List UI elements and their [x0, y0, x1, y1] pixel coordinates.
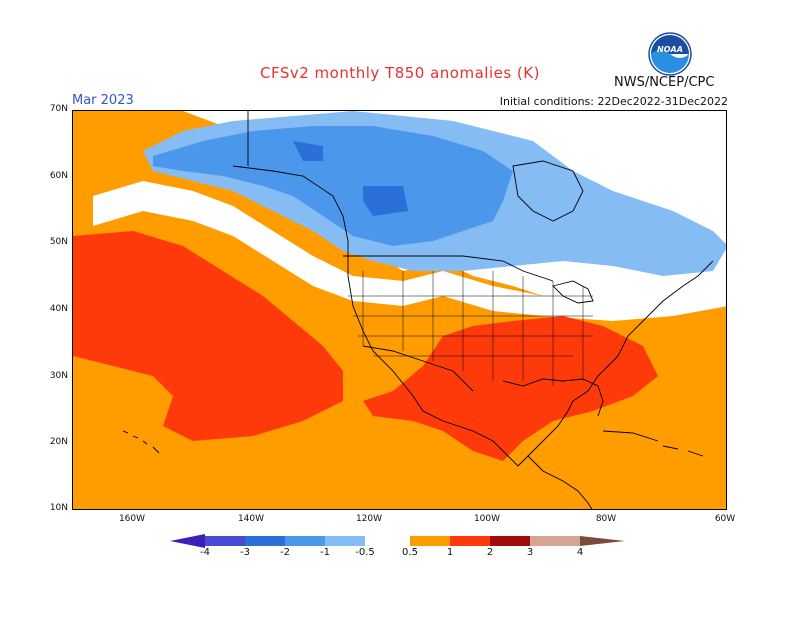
state-lines — [348, 271, 593, 386]
colorbar-label-p05: 0.5 — [402, 547, 418, 558]
lat-label-20: 20N — [49, 437, 68, 447]
lat-label-10: 10N — [49, 503, 68, 513]
chart-title: CFSv2 monthly T850 anomalies (K) — [260, 64, 540, 82]
colorbar-label-p3: 3 — [526, 547, 534, 558]
lon-label-140w: 140W — [237, 514, 265, 524]
lon-label-80w: 80W — [595, 514, 617, 524]
us-mexico-border — [362, 345, 474, 392]
forecast-month: Mar 2023 — [72, 93, 134, 108]
lat-label-50: 50N — [49, 237, 68, 247]
colorbar-seg-0 — [170, 534, 205, 548]
colorbar-seg-8 — [490, 536, 530, 546]
colorbar-label-m05: -0.5 — [355, 547, 375, 558]
lon-label-120w: 120W — [355, 514, 383, 524]
coastlines — [122, 111, 714, 509]
lat-label-70: 70N — [49, 104, 68, 114]
agency-label: NWS/NCEP/CPC — [614, 75, 715, 90]
logo-text: NOAA — [657, 45, 683, 54]
anomaly-cool-2 — [293, 141, 408, 216]
colorbar-seg-3 — [285, 536, 325, 546]
central-america — [527, 455, 593, 509]
colorbar-label-m3: -3 — [240, 547, 250, 558]
colorbar-seg-7 — [450, 536, 490, 546]
anomaly-neutral — [93, 181, 726, 321]
hudson-bay — [512, 160, 584, 222]
colorbar-seg-10 — [580, 536, 625, 546]
anomaly-warm-1-pacific — [73, 231, 343, 441]
colorbar-label-m2: -2 — [280, 547, 290, 558]
colorbar-label-p2: 2 — [486, 547, 494, 558]
map-svg — [73, 111, 726, 509]
colorbar-label-p4: 4 — [576, 547, 584, 558]
anomaly-warm-1-us — [363, 316, 658, 461]
noaa-logo-icon: NOAA — [648, 32, 692, 76]
anomaly-warm-05-north — [73, 111, 133, 206]
colorbar-label-m1: -1 — [320, 547, 330, 558]
lon-label-60w: 60W — [714, 514, 736, 524]
colorbar — [170, 534, 625, 548]
colorbar-seg-9 — [530, 536, 580, 546]
us-canada-border — [343, 255, 554, 282]
colorbar-seg-6 — [410, 536, 450, 546]
anomaly-map — [72, 110, 727, 510]
lat-label-30: 30N — [49, 371, 68, 381]
lat-label-60: 60N — [49, 171, 68, 181]
colorbar-label-m4: -4 — [200, 547, 210, 558]
initial-conditions: Initial conditions: 22Dec2022-31Dec2022 — [499, 95, 728, 108]
colorbar-label-p1: 1 — [446, 547, 454, 558]
colorbar-seg-5 — [365, 536, 410, 546]
hawaii-islands — [122, 430, 160, 454]
gulf-coast — [502, 378, 604, 417]
lat-label-40: 40N — [49, 304, 68, 314]
colorbar-seg-4 — [325, 536, 365, 546]
north-america-coast — [232, 165, 714, 467]
colorbar-seg-2 — [245, 536, 285, 546]
caribbean-islands — [602, 430, 704, 457]
lon-label-100w: 100W — [473, 514, 501, 524]
colorbar-seg-1 — [205, 536, 245, 546]
anomaly-cool-1 — [153, 126, 513, 246]
lon-label-160w: 160W — [118, 514, 146, 524]
